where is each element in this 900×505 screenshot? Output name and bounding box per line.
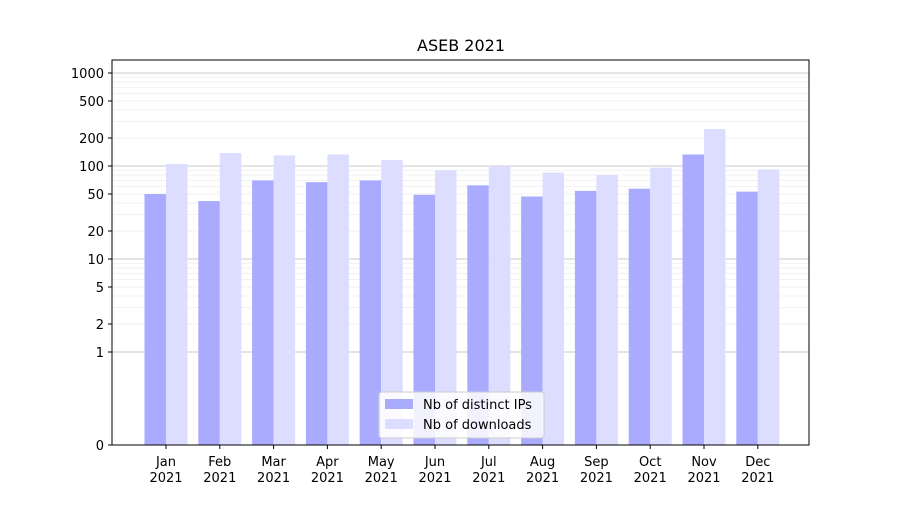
bar-downloads <box>542 172 565 446</box>
bars <box>144 128 780 446</box>
y-tick-label: 500 <box>79 95 104 110</box>
bar-distinct-ips <box>413 194 435 445</box>
bar-distinct-ips <box>736 191 758 445</box>
y-tick-label: 20 <box>87 225 104 240</box>
x-tick-label-year: 2021 <box>203 471 236 486</box>
legend-label: Nb of downloads <box>423 418 532 433</box>
legend: Nb of distinct IPs Nb of downloads <box>378 391 545 439</box>
bar-distinct-ips <box>521 196 543 445</box>
x-tick-label-month: Jul <box>480 455 497 470</box>
x-tick-label-year: 2021 <box>580 471 613 486</box>
legend-box <box>378 391 545 439</box>
x-tick-label-month: Jun <box>424 455 445 470</box>
x-tick-label-month: Mar <box>261 455 286 470</box>
bar-distinct-ips <box>467 185 489 446</box>
x-tick-label-month: Feb <box>208 455 231 470</box>
x-tick-label-month: Jan <box>155 455 176 470</box>
bar-distinct-ips <box>359 180 382 445</box>
x-axis: Jan2021Feb2021Mar2021Apr2021May2021Jun20… <box>149 445 774 486</box>
x-tick-label-month: Sep <box>584 455 609 470</box>
bar-downloads <box>704 128 726 445</box>
legend-swatch <box>385 399 413 409</box>
bar-distinct-ips <box>682 154 704 445</box>
y-tick-label: 1 <box>96 346 104 361</box>
x-tick-label-year: 2021 <box>311 471 344 486</box>
chart-title: ASEB 2021 <box>417 36 505 55</box>
x-tick-label-year: 2021 <box>257 471 290 486</box>
y-tick-label: 0 <box>96 439 104 454</box>
y-axis: 0 1 2 5 10 20 50 100 200 500 1000 <box>71 67 112 454</box>
x-tick-label-month: Nov <box>691 455 717 470</box>
bar-downloads <box>273 155 296 446</box>
bar-distinct-ips <box>198 201 220 445</box>
bar-downloads <box>381 160 403 445</box>
y-tick-label: 50 <box>87 188 104 203</box>
x-tick-label-year: 2021 <box>149 471 182 486</box>
bar-downloads <box>650 167 672 445</box>
x-tick-label-year: 2021 <box>634 471 667 486</box>
x-tick-label-month: Apr <box>316 455 339 470</box>
y-tick-label: 5 <box>96 281 104 296</box>
x-tick-label-year: 2021 <box>526 471 559 486</box>
legend-swatch <box>385 419 413 429</box>
x-tick-label-month: May <box>368 455 395 470</box>
bar-distinct-ips <box>144 193 166 445</box>
x-tick-label-month: Aug <box>530 455 555 470</box>
bar-downloads <box>219 152 242 445</box>
bar-downloads <box>327 154 349 445</box>
x-tick-label-month: Dec <box>745 455 770 470</box>
legend-label: Nb of distinct IPs <box>423 398 532 413</box>
x-tick-label-year: 2021 <box>472 471 505 486</box>
x-tick-label-year: 2021 <box>365 471 398 486</box>
bar-distinct-ips <box>628 188 651 445</box>
y-tick-label: 10 <box>87 253 104 268</box>
y-tick-label: 100 <box>79 160 104 175</box>
bar-downloads <box>166 164 188 445</box>
y-tick-label: 200 <box>79 132 104 147</box>
plot-frame <box>111 59 810 446</box>
bar-downloads <box>596 175 618 445</box>
bar-distinct-ips <box>252 180 274 445</box>
x-tick-label-month: Oct <box>639 455 661 470</box>
bar-downloads <box>435 170 457 446</box>
bar-distinct-ips <box>305 182 328 445</box>
y-tick-label: 1000 <box>71 67 104 82</box>
bar-downloads <box>757 169 780 445</box>
x-tick-label-year: 2021 <box>418 471 451 486</box>
x-tick-label-year: 2021 <box>741 471 774 486</box>
y-tick-label: 2 <box>96 318 104 333</box>
bar-downloads <box>488 166 511 445</box>
bar-distinct-ips <box>574 190 597 445</box>
x-tick-label-year: 2021 <box>687 471 720 486</box>
